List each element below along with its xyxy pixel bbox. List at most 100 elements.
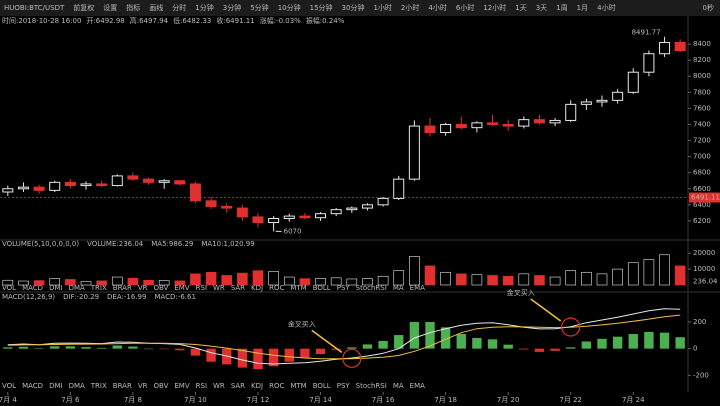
- high-label: 8491.77: [632, 29, 661, 37]
- macd-bar: [519, 348, 529, 350]
- indicator-tab[interactable]: EMV: [174, 284, 189, 292]
- volume-bar: [565, 270, 577, 286]
- indicator-tab[interactable]: MA: [393, 284, 404, 292]
- indicator-tab[interactable]: BOLL: [313, 284, 331, 292]
- macd-bar: [472, 338, 482, 349]
- indicator-tab[interactable]: DMI: [49, 284, 63, 292]
- symbol[interactable]: HUOBI:BTC/USDT: [4, 4, 65, 12]
- period-button[interactable]: 1月: [577, 4, 588, 12]
- y-tick-label: 8000: [693, 72, 711, 80]
- volume-bar: [596, 273, 608, 286]
- candle-body: [189, 183, 201, 202]
- indicator-tab[interactable]: StochRSI: [356, 382, 387, 390]
- candle-body: [549, 119, 561, 124]
- indicator-tab[interactable]: DMI: [49, 382, 63, 390]
- indicator-tab[interactable]: EMV: [174, 382, 189, 390]
- volume-bar: [65, 279, 76, 286]
- indicator-tab[interactable]: BRAR: [113, 382, 132, 390]
- y-tick-label: 8200: [693, 56, 711, 64]
- candle-body: [299, 215, 311, 219]
- period-button[interactable]: 1天: [515, 4, 526, 12]
- toolbar-button[interactable]: 画线: [149, 3, 163, 12]
- indicator-tab[interactable]: VR: [138, 382, 148, 390]
- period-button[interactable]: 4小时: [428, 3, 446, 12]
- toolbar-button[interactable]: 前复权: [73, 3, 94, 12]
- indicator-tab[interactable]: MTM: [290, 382, 306, 390]
- indicator-tab[interactable]: BOLL: [313, 382, 331, 390]
- candle-body: [361, 204, 373, 209]
- candle-body: [315, 213, 327, 219]
- period-button[interactable]: 1分钟: [195, 3, 213, 12]
- period-button[interactable]: 10分钟: [278, 3, 301, 12]
- volume-bar: [143, 279, 154, 286]
- toolbar-button[interactable]: 设置: [103, 3, 117, 12]
- candle-body: [158, 180, 170, 183]
- indicator-tab[interactable]: DMA: [69, 284, 85, 292]
- active-period[interactable]: 4小时: [597, 3, 615, 12]
- volume-bar: [362, 278, 373, 286]
- period-button[interactable]: 2小时: [401, 3, 419, 12]
- indicator-tab[interactable]: BRAR: [113, 284, 132, 292]
- period-button[interactable]: 3分钟: [223, 3, 241, 12]
- period-button[interactable]: 1周: [556, 4, 567, 12]
- period-button[interactable]: 30分钟: [342, 3, 365, 12]
- indicator-tab[interactable]: TRIX: [90, 382, 107, 390]
- period-button[interactable]: 分时: [172, 3, 186, 12]
- indicator-tab[interactable]: VR: [138, 284, 148, 292]
- macd-bar: [378, 340, 388, 349]
- period-button[interactable]: 1小时: [373, 3, 391, 12]
- period-button[interactable]: 3天: [536, 4, 547, 12]
- indicator-tab[interactable]: TRIX: [90, 284, 107, 292]
- indicator-tab[interactable]: SAR: [231, 284, 245, 292]
- indicator-tab[interactable]: MACD: [22, 284, 43, 292]
- indicator-tab[interactable]: OBV: [153, 284, 168, 292]
- indicator-tab[interactable]: KDJ: [251, 284, 263, 292]
- volume-bar: [96, 280, 107, 286]
- volume-bar: [409, 256, 420, 286]
- indicator-tab[interactable]: VOL: [2, 284, 16, 292]
- toolbar-button[interactable]: 指标: [126, 3, 140, 12]
- candle-body: [643, 53, 655, 73]
- indicator-tab[interactable]: RSI: [196, 382, 207, 390]
- period-button[interactable]: 15分钟: [310, 3, 333, 12]
- candle-body: [111, 175, 123, 187]
- indicator-tab[interactable]: StochRSI: [356, 284, 387, 292]
- indicator-tab[interactable]: MACD: [22, 382, 43, 390]
- candle-body: [408, 125, 420, 180]
- info-item: 低:6482.33: [173, 16, 211, 25]
- candle-body: [330, 209, 342, 215]
- indicator-tab[interactable]: ROC: [269, 382, 284, 390]
- indicator-tab[interactable]: WR: [213, 382, 225, 390]
- indicator-tab[interactable]: PSY: [337, 284, 351, 292]
- indicator-tab[interactable]: EMA: [410, 284, 425, 292]
- indicator-tab[interactable]: WR: [213, 284, 225, 292]
- period-button[interactable]: 5分钟: [250, 3, 268, 12]
- period-button[interactable]: 6小时: [456, 3, 474, 12]
- macd-bar: [96, 347, 107, 349]
- candle-body: [252, 216, 264, 224]
- indicator-tab[interactable]: KDJ: [251, 382, 263, 390]
- macd-bar: [425, 322, 435, 349]
- indicator-tab[interactable]: SAR: [231, 382, 245, 390]
- macd-bar: [331, 348, 341, 350]
- indicator-tab[interactable]: VOL: [2, 382, 16, 390]
- volume-bar: [393, 270, 405, 286]
- indicator-tab[interactable]: MTM: [290, 284, 306, 292]
- indicator-tab[interactable]: PSY: [337, 382, 351, 390]
- macd-bar: [190, 348, 201, 356]
- macd-bar: [534, 348, 545, 352]
- indicator-tab[interactable]: MA: [393, 382, 404, 390]
- indicator-tab[interactable]: EMA: [410, 382, 425, 390]
- indicator-tab[interactable]: OBV: [153, 382, 168, 390]
- candle-body: [2, 188, 14, 193]
- indicator-tab[interactable]: RSI: [196, 284, 207, 292]
- indicator-tab[interactable]: DMA: [69, 382, 85, 390]
- x-tick-label: 7月 12: [247, 396, 270, 404]
- x-tick-label: 7月 22: [559, 396, 582, 404]
- indicator-tab[interactable]: ROC: [269, 284, 284, 292]
- macd-bar: [3, 347, 13, 349]
- period-button[interactable]: 12小时: [483, 3, 506, 12]
- macd-bar: [284, 348, 294, 362]
- y-tick-label: 6800: [693, 169, 711, 177]
